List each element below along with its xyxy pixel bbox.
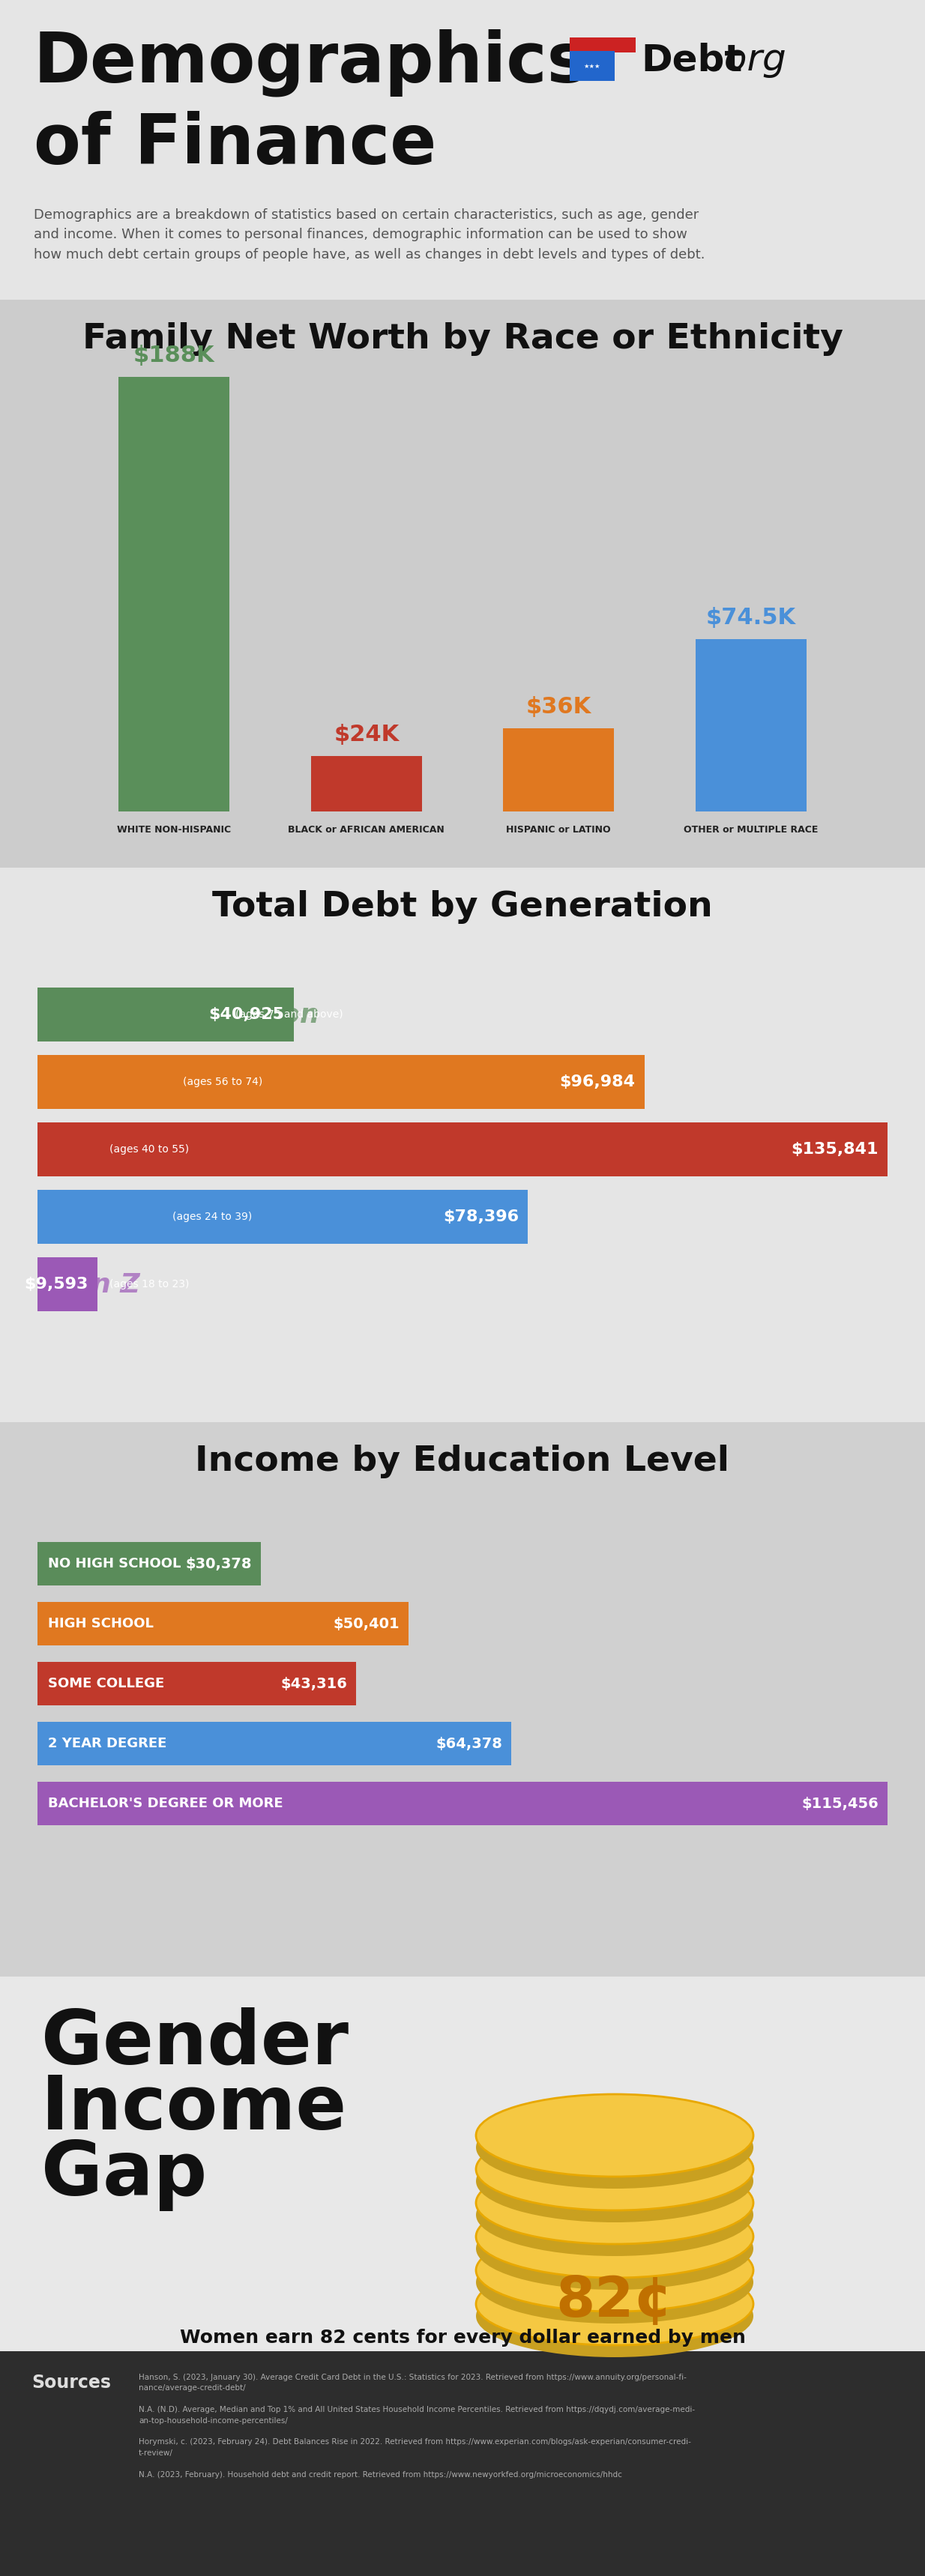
Text: $96,984: $96,984: [560, 1074, 635, 1090]
Text: (ages 24 to 39): (ages 24 to 39): [172, 1211, 252, 1221]
Text: $36K: $36K: [526, 696, 591, 719]
Text: $30,378: $30,378: [186, 1556, 253, 1571]
Bar: [38, 1662, 356, 1705]
Ellipse shape: [476, 2241, 753, 2324]
Ellipse shape: [476, 2195, 753, 2277]
Text: $135,841: $135,841: [791, 1141, 879, 1157]
Text: $43,316: $43,316: [281, 1677, 348, 1690]
Text: ★★★: ★★★: [584, 62, 600, 70]
Text: Silent Generation: Silent Generation: [51, 1002, 319, 1028]
Text: NO HIGH SCHOOL: NO HIGH SCHOOL: [48, 1556, 181, 1571]
Bar: [38, 1602, 409, 1646]
Text: (ages 75 and above): (ages 75 and above): [235, 1010, 343, 1020]
Text: 82¢: 82¢: [556, 2275, 673, 2329]
Bar: [38, 1123, 887, 1177]
Ellipse shape: [476, 2262, 753, 2344]
Bar: [570, 52, 615, 80]
Bar: [0, 1976, 925, 2352]
Text: $64,378: $64,378: [436, 1736, 502, 1752]
Text: $9,593: $9,593: [25, 1278, 89, 1291]
Bar: [38, 1783, 887, 1826]
Text: (ages 18 to 23): (ages 18 to 23): [109, 1280, 190, 1291]
Text: Family Net Worth by Race or Ethnicity: Family Net Worth by Race or Ethnicity: [82, 322, 843, 355]
Text: $40,925: $40,925: [209, 1007, 285, 1023]
Bar: [38, 1056, 645, 1108]
Text: Total Debt by Generation: Total Debt by Generation: [212, 891, 713, 925]
Text: WHITE NON-HISPANIC: WHITE NON-HISPANIC: [117, 824, 231, 835]
Text: Debt: Debt: [641, 41, 742, 77]
Bar: [0, 0, 925, 299]
Bar: [0, 1422, 925, 1976]
Text: of Finance: of Finance: [33, 111, 437, 178]
Bar: [38, 1543, 261, 1584]
Text: Millennials: Millennials: [51, 1203, 216, 1229]
Text: 2 YEAR DEGREE: 2 YEAR DEGREE: [48, 1736, 167, 1749]
Text: Income by Education Level: Income by Education Level: [195, 1445, 730, 1479]
Bar: [38, 1190, 528, 1244]
Bar: [38, 987, 293, 1041]
Ellipse shape: [476, 2161, 753, 2244]
Bar: [696, 639, 807, 811]
Ellipse shape: [476, 2107, 753, 2190]
Text: Hanson, S. (2023, January 30). Average Credit Card Debt in the U.S.: Statistics : Hanson, S. (2023, January 30). Average C…: [139, 2372, 695, 2478]
Ellipse shape: [476, 2228, 753, 2311]
Text: HISPANIC or LATINO: HISPANIC or LATINO: [506, 824, 611, 835]
Text: BACHELOR'S DEGREE OR MORE: BACHELOR'S DEGREE OR MORE: [48, 1795, 283, 1811]
Text: Gen X: Gen X: [51, 1136, 142, 1162]
Text: OTHER or MULTIPLE RACE: OTHER or MULTIPLE RACE: [684, 824, 818, 835]
Bar: [38, 1257, 97, 1311]
Ellipse shape: [476, 2128, 753, 2210]
Text: Gap: Gap: [42, 2138, 207, 2210]
Text: BABY Boomers: BABY Boomers: [51, 1069, 275, 1095]
Text: Demographics are a breakdown of statistics based on certain characteristics, suc: Demographics are a breakdown of statisti…: [33, 209, 705, 260]
Bar: [0, 868, 925, 1422]
Text: Demographics: Demographics: [33, 28, 588, 95]
Bar: [0, 2352, 925, 2576]
Text: $188K: $188K: [133, 345, 215, 366]
Ellipse shape: [476, 2208, 753, 2290]
Text: $74.5K: $74.5K: [706, 608, 796, 629]
Text: SOME COLLEGE: SOME COLLEGE: [48, 1677, 165, 1690]
Text: BLACK or AFRICAN AMERICAN: BLACK or AFRICAN AMERICAN: [289, 824, 445, 835]
Ellipse shape: [476, 2275, 753, 2357]
Text: $115,456: $115,456: [801, 1795, 879, 1811]
Bar: [118, 376, 229, 811]
Text: HIGH SCHOOL: HIGH SCHOOL: [48, 1618, 154, 1631]
Text: Gender: Gender: [42, 2007, 349, 2079]
Text: Women earn 82 cents for every dollar earned by men: Women earn 82 cents for every dollar ear…: [179, 2329, 746, 2347]
Bar: [570, 39, 635, 52]
Text: Gen Z: Gen Z: [51, 1273, 140, 1296]
Ellipse shape: [476, 2141, 753, 2223]
Bar: [311, 755, 422, 811]
Bar: [503, 729, 614, 811]
Ellipse shape: [476, 2174, 753, 2257]
Text: Income: Income: [42, 2074, 347, 2146]
Text: .org: .org: [712, 41, 786, 77]
Text: Sources: Sources: [31, 2372, 111, 2391]
Text: $78,396: $78,396: [443, 1208, 519, 1224]
Bar: [38, 1721, 512, 1765]
Text: (ages 40 to 55): (ages 40 to 55): [109, 1144, 189, 1154]
Bar: [0, 299, 925, 868]
Bar: [0, 2352, 925, 2576]
Text: $24K: $24K: [334, 724, 399, 744]
Ellipse shape: [476, 2094, 753, 2177]
Text: $50,401: $50,401: [333, 1618, 400, 1631]
Text: (ages 56 to 74): (ages 56 to 74): [183, 1077, 263, 1087]
